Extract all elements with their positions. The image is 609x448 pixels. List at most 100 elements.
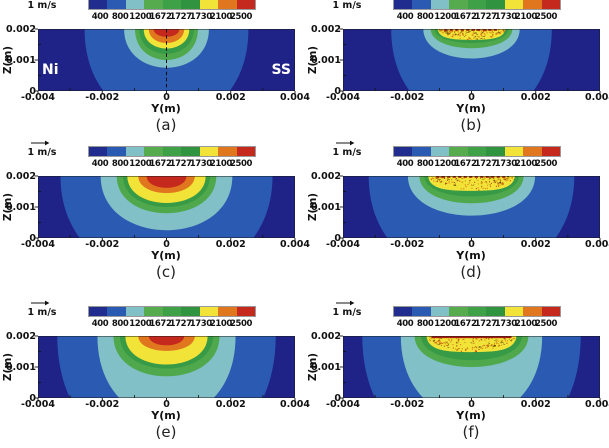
melt-speckle (485, 347, 487, 349)
melt-speckle (458, 34, 460, 36)
plot-frame (343, 176, 600, 238)
melt-speckle (473, 38, 475, 40)
panel-label: (b) (460, 116, 482, 134)
melt-speckle (495, 185, 497, 187)
melt-speckle (481, 343, 483, 345)
melt-surface-streak-dash (493, 29, 497, 31)
z-axis-label: Z(m) (307, 352, 319, 382)
y-axis-label: Y(m) (151, 409, 181, 422)
melt-speckle (467, 347, 469, 349)
melt-surface-streak-dash (480, 176, 484, 178)
z-tick-label: 0.002 (310, 171, 341, 182)
melt-speckle (445, 341, 447, 343)
melt-speckle (480, 183, 482, 185)
colorbar-segment (218, 0, 237, 9)
melt-speckle (482, 187, 484, 189)
melt-speckle (438, 342, 441, 344)
melt-speckle (480, 346, 482, 348)
colorbar-segment (486, 0, 505, 9)
melt-speckle (486, 30, 488, 32)
melt-speckle (448, 33, 450, 35)
melt-speckle (464, 346, 466, 348)
colorbar-segment (504, 307, 524, 316)
colorbar-segment (523, 307, 542, 316)
melt-speckle (464, 180, 467, 182)
melt-surface-streak-dash (485, 176, 489, 178)
melt-speckle (499, 31, 501, 33)
melt-speckle (511, 177, 513, 179)
melt-speckle (496, 33, 498, 35)
melt-speckle (434, 342, 436, 344)
colorbar-tick-label: 2100 (514, 319, 537, 329)
colorbar-tick-label: 1200 (129, 319, 152, 329)
colorbar-segment (541, 0, 560, 9)
colorbar-tick-label: 1730 (189, 12, 212, 22)
melt-speckle (506, 177, 508, 179)
colorbar-segment (467, 0, 487, 9)
melt-speckle (461, 37, 463, 40)
melt-speckle (481, 29, 483, 31)
melt-speckle (486, 32, 488, 34)
melt-speckle (453, 30, 455, 32)
melt-speckle (497, 184, 499, 186)
y-tick-label: -0.004 (326, 399, 360, 410)
colorbar-segment (89, 0, 108, 9)
melt-speckle (485, 340, 487, 342)
colorbar-segment (144, 0, 163, 9)
melt-speckle (486, 187, 488, 189)
colorbar-segment (541, 147, 560, 156)
melt-speckle (481, 30, 483, 32)
colorbar-segment (449, 147, 468, 156)
melt-surface-streak (431, 336, 512, 339)
colorbar-tick-label: 1200 (434, 12, 457, 22)
colorbar-tick-label: 1200 (434, 159, 457, 169)
melt-speckle (480, 32, 482, 34)
melt-speckle (501, 183, 503, 185)
melt-speckle (445, 344, 447, 346)
colorbar-tick-labels: 400 800 1200 1672 1727 1730 2100 2500 (88, 159, 258, 169)
z-tick-label: 0.001 (5, 202, 36, 213)
velocity-vector-icon (446, 342, 449, 344)
colorbar-segment (523, 0, 542, 9)
colorbar-segment (162, 147, 182, 156)
melt-speckle (471, 348, 473, 350)
melt-speckle (483, 38, 485, 40)
melt-speckle (437, 340, 439, 342)
melt-speckle (490, 32, 492, 34)
melt-speckle (446, 31, 448, 33)
melt-speckle (480, 182, 482, 184)
y-tick-label: 0.004 (279, 92, 311, 103)
melt-speckle (449, 32, 452, 34)
melt-speckle (453, 181, 455, 184)
z-tick-label: 0 (334, 233, 341, 244)
y-tick-label: -0.002 (390, 399, 425, 410)
y-tick-label: 0.004 (584, 399, 609, 410)
colorbar-tick-label: 1200 (129, 159, 152, 169)
melt-speckle (459, 180, 461, 182)
melt-speckle (441, 177, 443, 179)
melt-speckle (476, 341, 478, 343)
melt-speckle (497, 183, 500, 185)
melt-speckle (439, 343, 441, 345)
melt-speckle (459, 37, 461, 40)
colorbar-segment (199, 147, 219, 156)
melt-speckle (501, 184, 503, 186)
melt-speckle (498, 345, 500, 347)
velocity-vector-icon (508, 338, 511, 340)
melt-speckle (490, 185, 492, 188)
melt-surface-streak-dash (452, 176, 456, 178)
z-tick-label: 0.002 (310, 24, 341, 35)
melt-speckle (463, 338, 465, 340)
vector-scale-arrow-icon (31, 140, 50, 146)
melt-speckle (430, 340, 432, 342)
melt-speckle (474, 350, 476, 352)
contour-band-red (146, 176, 187, 188)
melt-speckle (492, 34, 494, 36)
melt-speckle (464, 36, 466, 38)
colorbar-tick-label: 1672 (454, 12, 477, 22)
y-tick-label: -0.004 (21, 239, 55, 250)
melt-speckle (497, 340, 499, 342)
melt-speckle (454, 31, 456, 33)
colorbar-tick-label: 800 (416, 319, 434, 329)
colorbar-segment (394, 307, 413, 316)
